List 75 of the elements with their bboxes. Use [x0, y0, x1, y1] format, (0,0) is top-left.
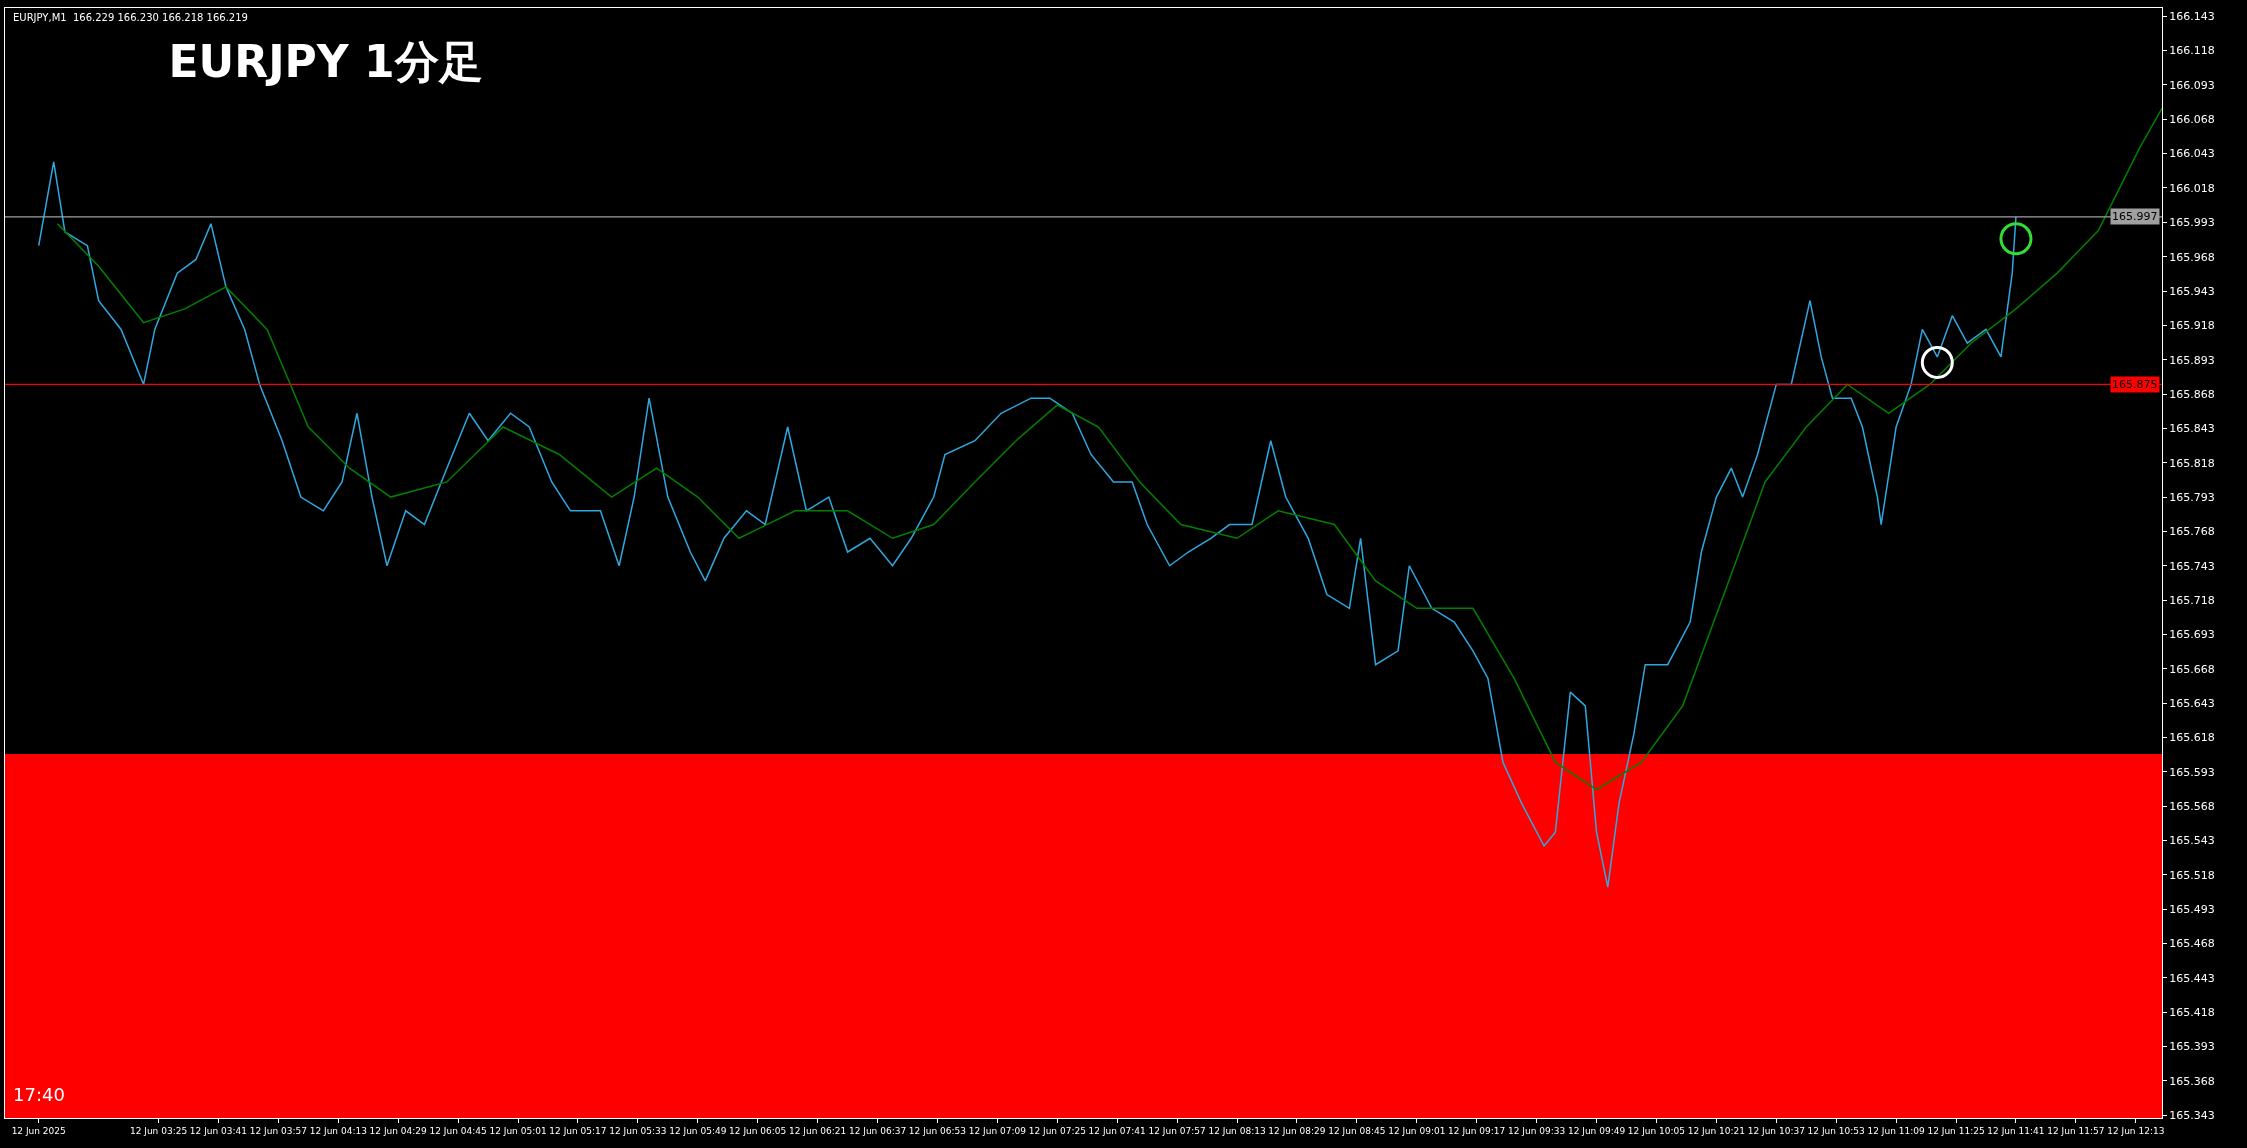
y-tick-label: 165.693	[2169, 628, 2215, 642]
y-tick-label: 166.093	[2169, 78, 2215, 92]
x-tick-label: 12 Jun 04:29	[369, 1125, 428, 1136]
x-tick-label: 12 Jun 06:21	[789, 1125, 847, 1136]
x-tick-label: 12 Jun 09:17	[1448, 1125, 1506, 1136]
y-tick-label: 165.468	[2169, 937, 2215, 951]
ref-line-label: 165.997	[2112, 210, 2158, 223]
x-tick-label: 12 Jun 06:37	[848, 1125, 907, 1136]
y-tick-label: 165.743	[2169, 559, 2215, 573]
y-tick-label: 166.068	[2169, 113, 2215, 127]
y-tick-label: 165.993	[2169, 216, 2215, 230]
y-tick-label: 166.118	[2169, 44, 2215, 58]
x-tick-label: 12 Jun 10:53	[1807, 1125, 1865, 1136]
x-tick-label: 12 Jun 03:57	[249, 1125, 307, 1136]
y-tick-label: 165.493	[2169, 903, 2215, 917]
ref-line-label: 165.875	[2112, 378, 2158, 391]
x-tick-label: 12 Jun 06:53	[908, 1125, 967, 1136]
y-tick-label: 165.643	[2169, 696, 2215, 710]
x-tick-label: 12 Jun 09:33	[1508, 1125, 1566, 1136]
y-tick-label: 165.768	[2169, 525, 2215, 539]
annotation: 17:40	[13, 1084, 65, 1105]
x-tick-label: 12 Jun 09:49	[1567, 1125, 1626, 1136]
y-tick-label: 165.843	[2169, 422, 2215, 436]
y-tick-label: 165.393	[2169, 1040, 2215, 1054]
x-tick-label: 12 Jun 04:13	[309, 1125, 367, 1136]
y-tick-label: 165.543	[2169, 834, 2215, 848]
x-tick-label: 12 Jun 08:29	[1268, 1125, 1326, 1136]
x-tick-label: 12 Jun 11:41	[1987, 1125, 2045, 1136]
y-tick-label: 165.668	[2169, 662, 2215, 676]
y-tick-label: 165.918	[2169, 319, 2215, 333]
y-tick-label: 166.143	[2169, 10, 2215, 24]
line-series	[37, 161, 2017, 888]
y-tick-label: 165.943	[2169, 284, 2215, 298]
x-tick-label: 12 Jun 07:25	[1028, 1125, 1086, 1136]
x-tick-label: 12 Jun 11:25	[1927, 1125, 1985, 1136]
x-tick-label: 12 Jun 10:05	[1627, 1125, 1686, 1136]
y-tick-label: 165.418	[2169, 1006, 2215, 1020]
x-tick-label: 12 Jun 12:13	[2107, 1125, 2165, 1136]
x-tick-label: 12 Jun 11:57	[2047, 1125, 2105, 1136]
y-tick-label: 166.043	[2169, 147, 2215, 161]
y-tick-label: 165.793	[2169, 490, 2215, 504]
x-tick-label: 12 Jun 05:33	[609, 1125, 667, 1136]
x-tick-label: 12 Jun 03:25	[129, 1125, 188, 1136]
x-tick-label: 12 Jun 06:05	[729, 1125, 787, 1136]
x-tick-label: 12 Jun 04:45	[429, 1125, 487, 1136]
x-tick-label: 12 Jun 05:49	[669, 1125, 727, 1136]
text: EURJPY 1分足	[168, 35, 483, 87]
y-tick-label: 165.568	[2169, 800, 2215, 814]
y-tick-label: 165.893	[2169, 353, 2215, 367]
x-tick-label: 12 Jun 11:09	[1867, 1125, 1925, 1136]
line-series	[56, 107, 2162, 791]
y-tick-label: 165.593	[2169, 765, 2215, 779]
x-tick-label: 12 Jun 05:01	[489, 1125, 547, 1136]
x-tick-label: 12 Jun 07:41	[1088, 1125, 1146, 1136]
x-tick-label: 12 Jun 08:13	[1208, 1125, 1266, 1136]
x-tick-label: 12 Jun 07:57	[1148, 1125, 1206, 1136]
x-tick-label: 12 Jun 10:37	[1747, 1125, 1805, 1136]
y-tick-label: 165.518	[2169, 868, 2215, 882]
y-tick-label: 165.718	[2169, 593, 2215, 607]
y-tick-label: 165.618	[2169, 731, 2215, 745]
x-tick-label: 12 Jun 08:45	[1328, 1125, 1386, 1136]
y-tick-label: 165.868	[2169, 387, 2215, 401]
y-tick-label: 165.968	[2169, 250, 2215, 264]
y-tick-label: 166.018	[2169, 181, 2215, 195]
y-tick-label: 165.343	[2169, 1109, 2215, 1123]
x-tick-label: 12 Jun 10:21	[1687, 1125, 1745, 1136]
x-tick-label: 12 Jun 07:09	[968, 1125, 1027, 1136]
x-tick-label: 12 Jun 05:17	[549, 1125, 607, 1136]
y-tick-label: 165.443	[2169, 971, 2215, 985]
y-tick-label: 165.818	[2169, 456, 2215, 470]
annotation: EURJPY,M1 166.229 166.230 166.218 166.219	[13, 12, 248, 23]
x-tick-label: 12 Jun 2025	[11, 1125, 66, 1136]
x-tick-label: 12 Jun 03:41	[189, 1125, 248, 1136]
x-tick-label: 12 Jun 09:01	[1388, 1125, 1446, 1136]
y-tick-label: 165.368	[2169, 1074, 2215, 1088]
